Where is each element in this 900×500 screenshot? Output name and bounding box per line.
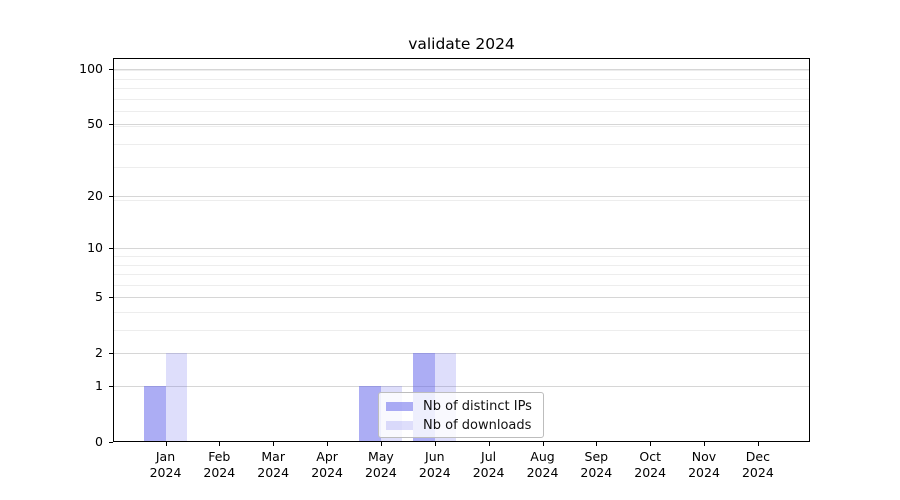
y-tick-label: 5 xyxy=(95,289,103,305)
gridline-minor xyxy=(114,111,809,113)
gridline-minor xyxy=(114,200,809,201)
x-tick-label: Aug 2024 xyxy=(526,449,559,480)
gridline-minor xyxy=(114,284,809,286)
y-tick-mark xyxy=(109,442,113,443)
x-tick-label: Dec 2024 xyxy=(741,449,774,480)
x-tick-label: Oct 2024 xyxy=(634,449,667,480)
x-tick-mark xyxy=(757,442,759,446)
gridline-minor xyxy=(114,126,809,127)
x-tick-mark xyxy=(219,442,221,446)
y-tick-label: 50 xyxy=(87,116,103,132)
x-tick-mark xyxy=(704,442,705,446)
x-tick-label: Nov 2024 xyxy=(688,449,720,480)
gridline-major xyxy=(114,196,809,198)
x-tick-mark xyxy=(327,442,329,446)
y-tick-mark xyxy=(109,297,113,299)
x-tick-label: Apr 2024 xyxy=(311,449,343,480)
gridline-minor xyxy=(114,274,809,275)
y-tick-mark xyxy=(109,353,113,355)
x-tick-mark xyxy=(488,442,490,446)
gridline-minor xyxy=(114,70,809,71)
x-tick-label: Jan 2024 xyxy=(149,449,182,480)
legend: Nb of distinct IPs Nb of downloads xyxy=(378,392,544,438)
x-tick-mark xyxy=(596,442,598,446)
bar-distinct-ips xyxy=(359,386,381,442)
legend-label: Nb of downloads xyxy=(423,418,532,433)
x-tick-label: Mar 2024 xyxy=(257,449,290,480)
y-tick-label: 2 xyxy=(95,345,103,361)
y-tick-label: 10 xyxy=(87,240,103,256)
x-tick-label: Jul 2024 xyxy=(472,449,505,480)
gridline-major xyxy=(114,124,809,126)
y-tick-mark xyxy=(109,196,113,198)
gridline-major xyxy=(114,248,809,250)
legend-swatch-distinct-ips xyxy=(386,402,413,411)
y-tick-label: 100 xyxy=(79,61,103,77)
gridline-minor xyxy=(114,167,809,169)
gridline-minor xyxy=(114,312,809,313)
gridline-minor xyxy=(114,78,809,80)
x-tick-label: May 2024 xyxy=(364,449,397,480)
y-tick-mark xyxy=(109,248,113,250)
gridline-minor xyxy=(114,256,809,257)
y-tick-label: 0 xyxy=(95,434,103,449)
y-tick-mark xyxy=(109,386,113,387)
legend-swatch-downloads xyxy=(386,421,413,430)
plot-frame xyxy=(113,58,810,442)
y-tick-mark xyxy=(109,124,113,126)
x-tick-mark xyxy=(650,442,652,446)
gridline-major xyxy=(114,386,809,387)
x-tick-label: Jun 2024 xyxy=(418,449,451,480)
x-tick-mark xyxy=(542,442,544,446)
x-tick-mark xyxy=(434,442,436,446)
gridline-major xyxy=(114,297,809,299)
legend-item-downloads: Nb of downloads xyxy=(386,416,543,435)
gridline-minor xyxy=(114,264,809,266)
legend-item-distinct-ips: Nb of distinct IPs xyxy=(386,397,543,416)
gridline-major xyxy=(114,353,809,355)
gridline-major xyxy=(114,69,809,71)
y-tick-label: 1 xyxy=(95,378,103,393)
legend-label: Nb of distinct IPs xyxy=(423,399,532,414)
gridline-minor xyxy=(114,98,809,100)
bar-distinct-ips xyxy=(144,386,166,442)
gridline-minor xyxy=(114,144,809,145)
x-tick-label: Feb 2024 xyxy=(203,449,236,480)
bar-downloads xyxy=(165,353,187,442)
x-tick-mark xyxy=(380,442,382,446)
x-tick-mark xyxy=(273,442,275,446)
x-tick-label: Sep 2024 xyxy=(580,449,613,480)
gridline-minor xyxy=(114,88,809,89)
y-tick-label: 20 xyxy=(87,188,103,204)
x-tick-mark xyxy=(165,442,167,446)
y-tick-mark xyxy=(109,69,113,71)
gridline-minor xyxy=(114,330,809,331)
chart-title: validate 2024 xyxy=(408,35,515,53)
